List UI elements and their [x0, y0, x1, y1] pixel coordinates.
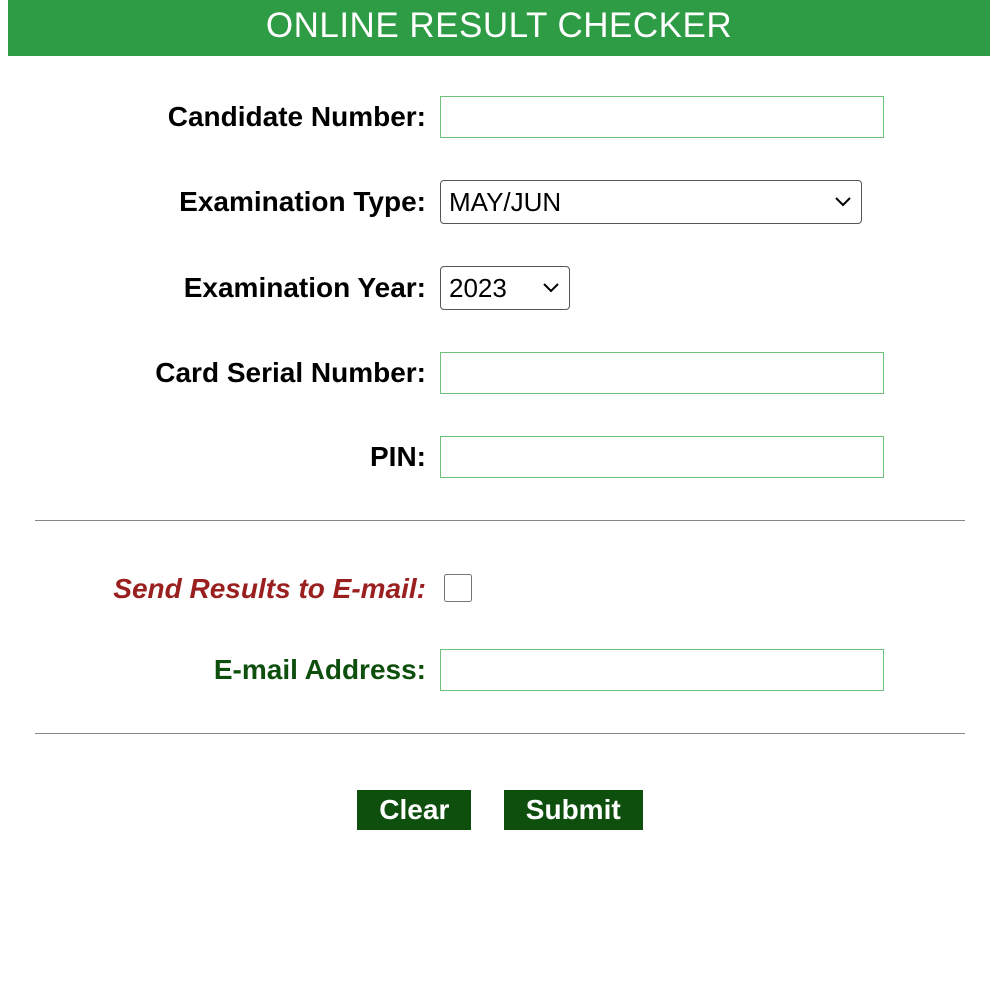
page-title: ONLINE RESULT CHECKER — [266, 6, 732, 45]
exam-type-row: Examination Type: MAY/JUN — [30, 180, 970, 224]
candidate-number-input[interactable] — [440, 96, 884, 138]
send-email-checkbox[interactable] — [444, 574, 472, 602]
page-header: ONLINE RESULT CHECKER — [8, 0, 990, 56]
exam-year-select[interactable]: 2023 — [440, 266, 570, 310]
separator-1 — [35, 520, 965, 521]
exam-year-label: Examination Year: — [30, 272, 440, 304]
card-serial-label: Card Serial Number: — [30, 357, 440, 389]
pin-label: PIN: — [30, 441, 440, 473]
card-serial-row: Card Serial Number: — [30, 352, 970, 394]
pin-row: PIN: — [30, 436, 970, 478]
result-checker-form: Candidate Number: Examination Type: MAY/… — [0, 56, 1000, 478]
send-email-label: Send Results to E-mail: — [30, 573, 440, 605]
candidate-number-row: Candidate Number: — [30, 96, 970, 138]
send-email-row: Send Results to E-mail: — [30, 571, 970, 607]
candidate-number-label: Candidate Number: — [30, 101, 440, 133]
separator-2 — [35, 733, 965, 734]
email-address-row: E-mail Address: — [30, 649, 970, 691]
email-section: Send Results to E-mail: E-mail Address: — [0, 571, 1000, 691]
submit-button[interactable]: Submit — [504, 790, 643, 830]
email-address-label: E-mail Address: — [30, 654, 440, 686]
exam-type-select[interactable]: MAY/JUN — [440, 180, 862, 224]
button-row: Clear Submit — [0, 784, 1000, 860]
card-serial-input[interactable] — [440, 352, 884, 394]
clear-button[interactable]: Clear — [357, 790, 471, 830]
email-address-input[interactable] — [440, 649, 884, 691]
pin-input[interactable] — [440, 436, 884, 478]
exam-type-label: Examination Type: — [30, 186, 440, 218]
exam-year-row: Examination Year: 2023 — [30, 266, 970, 310]
